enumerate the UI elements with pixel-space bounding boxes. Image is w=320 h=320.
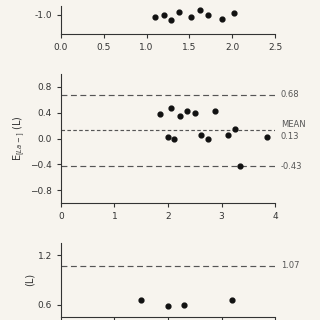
Point (181, 302, 187, 307)
Y-axis label: (L): (L) (25, 273, 35, 286)
Point (226, 133, 231, 138)
Point (212, 109, 218, 114)
Point (232, 126, 237, 132)
Point (157, 111, 163, 116)
Point (153, 15, 158, 20)
Point (168, 18, 173, 23)
Point (165, 304, 171, 309)
Point (184, 109, 189, 114)
Point (199, 132, 204, 137)
Point (238, 164, 243, 169)
Point (165, 135, 171, 140)
Point (220, 17, 225, 22)
Text: 1.07: 1.07 (281, 261, 299, 270)
Point (230, 298, 235, 303)
Y-axis label: E$_{[La-]}$ (L): E$_{[La-]}$ (L) (11, 116, 27, 161)
Point (177, 113, 182, 118)
Point (192, 111, 197, 116)
Point (206, 12, 211, 17)
Point (206, 137, 211, 142)
Point (172, 137, 177, 142)
Point (265, 135, 270, 140)
Point (231, 11, 236, 16)
Point (197, 8, 202, 13)
Point (168, 106, 173, 111)
Text: -0.43: -0.43 (281, 162, 302, 171)
Point (161, 12, 166, 17)
Text: 0.13: 0.13 (281, 132, 299, 140)
Point (177, 9, 182, 14)
Text: 0.68: 0.68 (281, 90, 300, 99)
Point (139, 298, 144, 303)
Text: MEAN: MEAN (281, 120, 305, 129)
Point (188, 15, 194, 20)
